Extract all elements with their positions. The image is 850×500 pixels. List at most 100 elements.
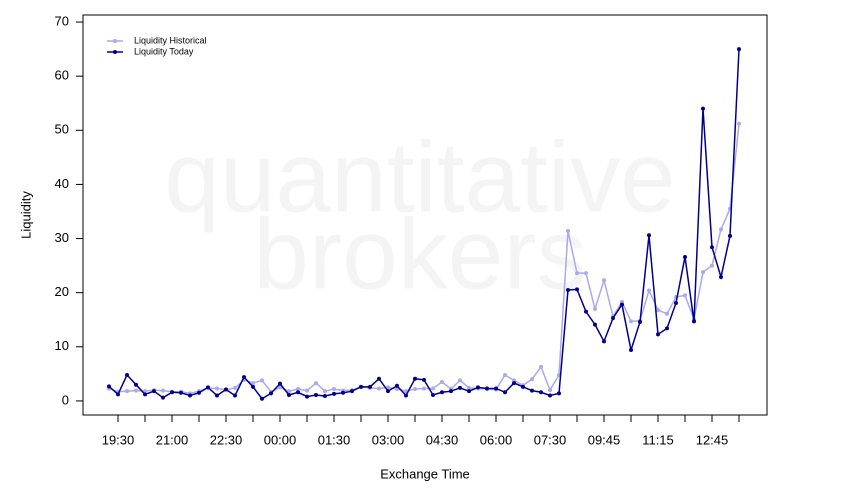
point bbox=[422, 377, 426, 382]
point bbox=[179, 390, 183, 395]
point bbox=[161, 395, 165, 400]
point bbox=[377, 376, 381, 381]
point bbox=[287, 389, 291, 394]
x-axis-label: Exchange Time bbox=[380, 466, 470, 481]
point bbox=[215, 386, 219, 391]
x-tick-label: 07:30 bbox=[534, 432, 567, 447]
point bbox=[152, 389, 156, 394]
point bbox=[287, 392, 291, 397]
point bbox=[638, 319, 642, 324]
point bbox=[368, 384, 372, 389]
legend-label: Liquidity Today bbox=[134, 46, 194, 56]
point bbox=[701, 106, 705, 111]
point bbox=[656, 307, 660, 312]
point bbox=[458, 378, 462, 383]
point bbox=[458, 385, 462, 390]
point bbox=[449, 389, 453, 394]
y-tick-label: 60 bbox=[55, 68, 69, 83]
legend-swatch bbox=[113, 39, 117, 43]
point bbox=[665, 311, 669, 316]
point bbox=[260, 396, 264, 401]
point bbox=[125, 389, 129, 394]
point bbox=[467, 385, 471, 390]
point bbox=[314, 381, 318, 386]
point bbox=[737, 47, 741, 52]
point bbox=[431, 392, 435, 397]
point bbox=[143, 389, 147, 394]
point bbox=[170, 390, 174, 395]
point bbox=[503, 372, 507, 377]
point bbox=[395, 383, 399, 388]
point bbox=[206, 385, 210, 390]
point bbox=[107, 384, 111, 389]
point bbox=[602, 278, 606, 283]
point bbox=[404, 393, 408, 398]
point bbox=[710, 245, 714, 250]
point bbox=[629, 348, 633, 353]
point bbox=[233, 385, 237, 390]
legend-label: Liquidity Historical bbox=[134, 35, 207, 45]
watermark: quantitative bbox=[164, 121, 675, 233]
point bbox=[278, 381, 282, 386]
y-tick-label: 50 bbox=[55, 122, 69, 137]
point bbox=[251, 381, 255, 386]
x-tick-label: 06:00 bbox=[480, 432, 513, 447]
point bbox=[341, 390, 345, 395]
point bbox=[467, 389, 471, 394]
point bbox=[665, 326, 669, 331]
watermark: brokers bbox=[253, 198, 586, 310]
point bbox=[215, 393, 219, 398]
point bbox=[593, 322, 597, 327]
y-axis-label: Liquidity bbox=[18, 191, 33, 239]
point bbox=[260, 378, 264, 383]
x-tick-label: 12:45 bbox=[696, 432, 729, 447]
y-tick-label: 0 bbox=[62, 392, 69, 407]
point bbox=[548, 393, 552, 398]
point bbox=[386, 389, 390, 394]
point bbox=[584, 271, 588, 276]
point bbox=[296, 390, 300, 395]
point bbox=[305, 394, 309, 399]
point bbox=[332, 391, 336, 396]
point bbox=[143, 392, 147, 397]
point bbox=[440, 379, 444, 384]
point bbox=[134, 388, 138, 393]
point bbox=[530, 388, 534, 393]
point bbox=[629, 319, 633, 324]
point bbox=[557, 391, 561, 396]
point bbox=[512, 381, 516, 386]
point bbox=[494, 386, 498, 391]
point bbox=[566, 228, 570, 233]
point bbox=[242, 375, 246, 380]
point bbox=[521, 384, 525, 389]
point bbox=[674, 300, 678, 305]
point bbox=[575, 271, 579, 276]
x-tick-label: 00:00 bbox=[264, 432, 297, 447]
point bbox=[251, 384, 255, 389]
point bbox=[125, 372, 129, 377]
point bbox=[539, 364, 543, 369]
x-tick-label: 04:30 bbox=[426, 432, 459, 447]
point bbox=[161, 388, 165, 393]
x-tick-label: 01:30 bbox=[318, 432, 351, 447]
point bbox=[422, 386, 426, 391]
x-tick-label: 22:30 bbox=[210, 432, 243, 447]
point bbox=[530, 377, 534, 382]
point bbox=[395, 387, 399, 392]
point bbox=[476, 385, 480, 390]
point bbox=[728, 233, 732, 238]
point bbox=[647, 233, 651, 238]
x-tick-label: 11:15 bbox=[642, 432, 674, 447]
point bbox=[701, 270, 705, 275]
point bbox=[197, 390, 201, 395]
x-tick-label: 09:45 bbox=[588, 432, 621, 447]
point bbox=[314, 392, 318, 397]
point bbox=[692, 319, 696, 324]
point bbox=[503, 390, 507, 395]
point bbox=[602, 339, 606, 344]
point bbox=[719, 227, 723, 232]
point bbox=[620, 302, 624, 307]
point bbox=[683, 254, 687, 259]
point bbox=[647, 288, 651, 293]
